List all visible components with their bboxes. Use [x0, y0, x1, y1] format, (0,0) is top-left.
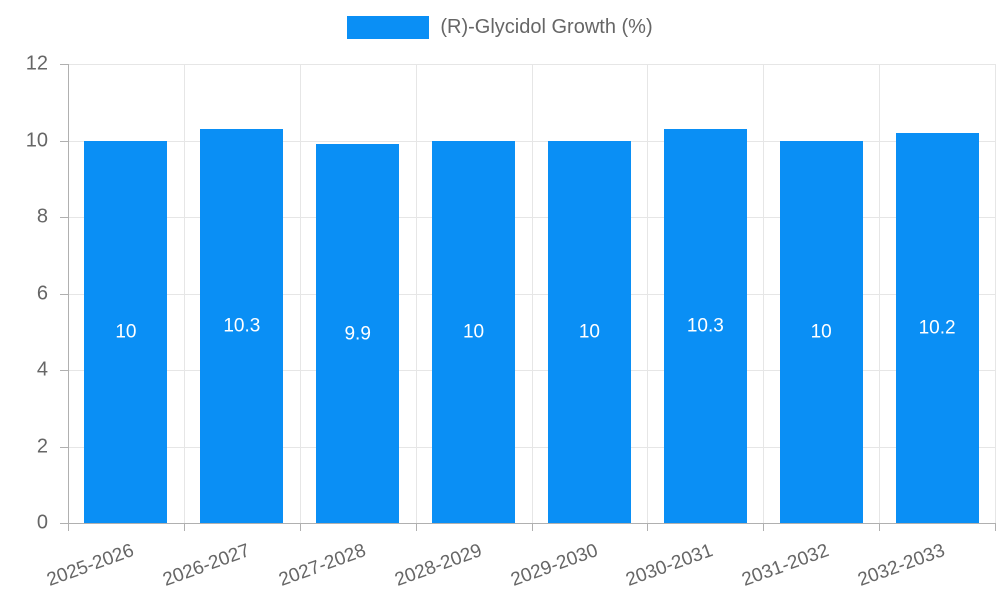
chart-legend-item[interactable]: (R)-Glycidol Growth (%)	[0, 16, 1000, 39]
y-axis-tick	[60, 217, 68, 218]
y-tick-label: 4	[36, 358, 48, 381]
x-axis-tick	[415, 523, 417, 531]
gridline-vertical	[183, 64, 185, 523]
y-axis-tick	[60, 293, 68, 295]
bar-value-label: 10	[810, 321, 832, 343]
y-axis-tick	[60, 446, 68, 448]
x-axis-tick	[647, 523, 649, 531]
x-tick-label: 2030-2031	[623, 540, 717, 591]
x-axis-tick	[879, 523, 881, 531]
bar	[895, 132, 979, 523]
x-tick-label: 2028-2029	[391, 540, 485, 591]
gridline-vertical	[415, 64, 417, 523]
bar	[663, 129, 747, 523]
y-tick-label: 10	[25, 129, 48, 152]
y-tick-label: 6	[36, 282, 48, 305]
bar	[547, 140, 631, 523]
x-axis-line	[68, 523, 995, 524]
gridline-vertical	[531, 64, 533, 523]
y-axis-tick	[60, 523, 68, 524]
y-axis-tick	[60, 64, 68, 65]
bar	[432, 140, 516, 523]
bar	[200, 129, 284, 523]
bar	[779, 140, 863, 523]
bar-value-label: 10	[462, 321, 485, 343]
bar	[84, 140, 168, 523]
bar-value-label: 10	[578, 321, 601, 343]
y-tick-label: 0	[36, 511, 48, 534]
x-axis-tick	[68, 523, 69, 531]
gridline-vertical	[299, 64, 301, 523]
y-tick-label: 12	[25, 52, 48, 75]
x-axis-tick	[183, 523, 185, 531]
gridline-vertical	[879, 64, 881, 523]
legend-swatch	[347, 16, 430, 39]
x-tick-label: 2025-2026	[44, 540, 137, 591]
x-axis-tick	[531, 523, 533, 531]
y-axis-tick	[60, 140, 68, 142]
bar-value-label: 10	[115, 321, 137, 343]
bar-value-label: 10.3	[223, 315, 261, 337]
gridline-vertical	[647, 64, 649, 523]
x-tick-label: 2031-2032	[739, 540, 833, 591]
x-axis-tick	[995, 523, 996, 531]
y-tick-label: 2	[36, 435, 48, 458]
x-tick-label: 2029-2030	[507, 540, 601, 591]
bar-value-label: 10.2	[918, 317, 956, 339]
gridline-vertical	[763, 64, 765, 523]
gridline-vertical	[995, 64, 996, 523]
x-axis-tick	[763, 523, 765, 531]
bar-value-label: 10.3	[686, 315, 724, 337]
y-axis-tick	[60, 370, 68, 371]
x-axis-tick	[299, 523, 301, 531]
legend-label: (R)-Glycidol Growth (%)	[440, 16, 653, 38]
x-tick-label: 2026-2027	[160, 540, 253, 591]
x-tick-label: 2032-2033	[855, 540, 948, 591]
y-tick-label: 8	[36, 205, 48, 228]
x-tick-label: 2027-2028	[275, 540, 369, 591]
bar	[316, 144, 400, 523]
bar-value-label: 9.9	[344, 323, 371, 345]
y-axis-line	[68, 64, 69, 523]
